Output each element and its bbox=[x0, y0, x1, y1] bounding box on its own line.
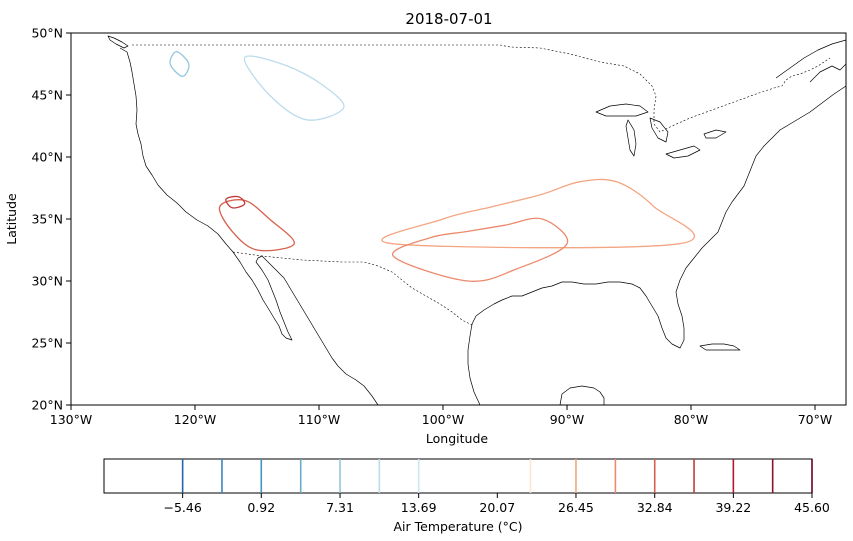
x-axis-ticks: 130°W 120°W 110°W 100°W 90°W 80°W 70°W bbox=[50, 405, 832, 427]
colorbar-tick-label: 45.60 bbox=[794, 500, 830, 515]
us-canada-border bbox=[132, 44, 831, 133]
map-title: 2018-07-01 bbox=[405, 10, 492, 28]
temperature-contour bbox=[381, 178, 696, 249]
pacific-coastline bbox=[119, 47, 234, 253]
lake-superior bbox=[595, 103, 649, 117]
y-tick-label: 20°N bbox=[31, 398, 63, 413]
temperature-contour bbox=[218, 199, 295, 252]
coastline-layer bbox=[107, 35, 847, 406]
colorbar-tick-label: 39.22 bbox=[715, 500, 751, 515]
gulf-coastline bbox=[467, 279, 685, 406]
lake-huron bbox=[649, 117, 669, 143]
temperature-contour bbox=[225, 195, 246, 209]
y-axis-label: Latitude bbox=[4, 193, 19, 245]
colorbar-tick-label: 26.45 bbox=[558, 500, 594, 515]
x-tick-label: 110°W bbox=[298, 412, 340, 427]
yucatan-coastline bbox=[559, 385, 605, 406]
lake-michigan bbox=[625, 119, 637, 157]
temperature-contour bbox=[243, 55, 345, 121]
colorbar-tick-label: 7.31 bbox=[326, 500, 354, 515]
colorbar-ticks: −5.46 0.92 7.31 13.69 20.07 26.45 32.84 39.22 45… bbox=[163, 493, 830, 515]
colorbar-tick-label: 20.07 bbox=[479, 500, 515, 515]
y-axis-ticks: 20°N 25°N 30°N 35°N 40°N 45°N 50°N bbox=[31, 26, 71, 413]
y-tick-label: 45°N bbox=[31, 88, 63, 103]
colorbar-box bbox=[103, 458, 813, 494]
colorbar-levels bbox=[181, 459, 813, 493]
colorbar-tick-label: 0.92 bbox=[247, 500, 275, 515]
x-tick-label: 70°W bbox=[798, 412, 833, 427]
x-tick-label: 120°W bbox=[174, 412, 216, 427]
temperature-contour bbox=[169, 50, 190, 78]
vancouver-island-coastline bbox=[107, 35, 129, 49]
mexico-pacific-coastline bbox=[257, 255, 379, 406]
y-tick-label: 35°N bbox=[31, 212, 63, 227]
x-tick-label: 100°W bbox=[422, 412, 464, 427]
y-tick-label: 50°N bbox=[31, 26, 63, 41]
y-tick-label: 40°N bbox=[31, 150, 63, 165]
lake-ontario bbox=[703, 129, 727, 139]
x-tick-label: 90°W bbox=[550, 412, 585, 427]
y-tick-label: 30°N bbox=[31, 274, 63, 289]
border-layer bbox=[132, 44, 831, 327]
atlantic-coastline bbox=[679, 85, 847, 281]
x-tick-label: 130°W bbox=[50, 412, 92, 427]
nova-scotia-coastline bbox=[809, 63, 847, 83]
map-plot-area bbox=[71, 33, 846, 405]
temperature-contour-layer bbox=[169, 50, 696, 282]
colorbar-tick-label: 32.84 bbox=[637, 500, 673, 515]
y-tick-label: 25°N bbox=[31, 336, 63, 351]
canada-east-coastline bbox=[775, 39, 847, 79]
x-axis-label: Longitude bbox=[426, 431, 488, 446]
x-tick-label: 80°W bbox=[674, 412, 709, 427]
colorbar-tick-label: 13.69 bbox=[401, 500, 437, 515]
lake-erie bbox=[665, 145, 701, 159]
us-mexico-border bbox=[232, 251, 475, 327]
cuba-coastline bbox=[699, 343, 741, 351]
colorbar-label: Air Temperature (°C) bbox=[393, 519, 522, 534]
colorbar-tick-label: −5.46 bbox=[163, 500, 201, 515]
baja-coastline bbox=[232, 251, 293, 341]
temperature-contour bbox=[392, 217, 569, 282]
colorbar: −5.46 0.92 7.31 13.69 20.07 26.45 32.84 39.22 45… bbox=[103, 458, 830, 534]
